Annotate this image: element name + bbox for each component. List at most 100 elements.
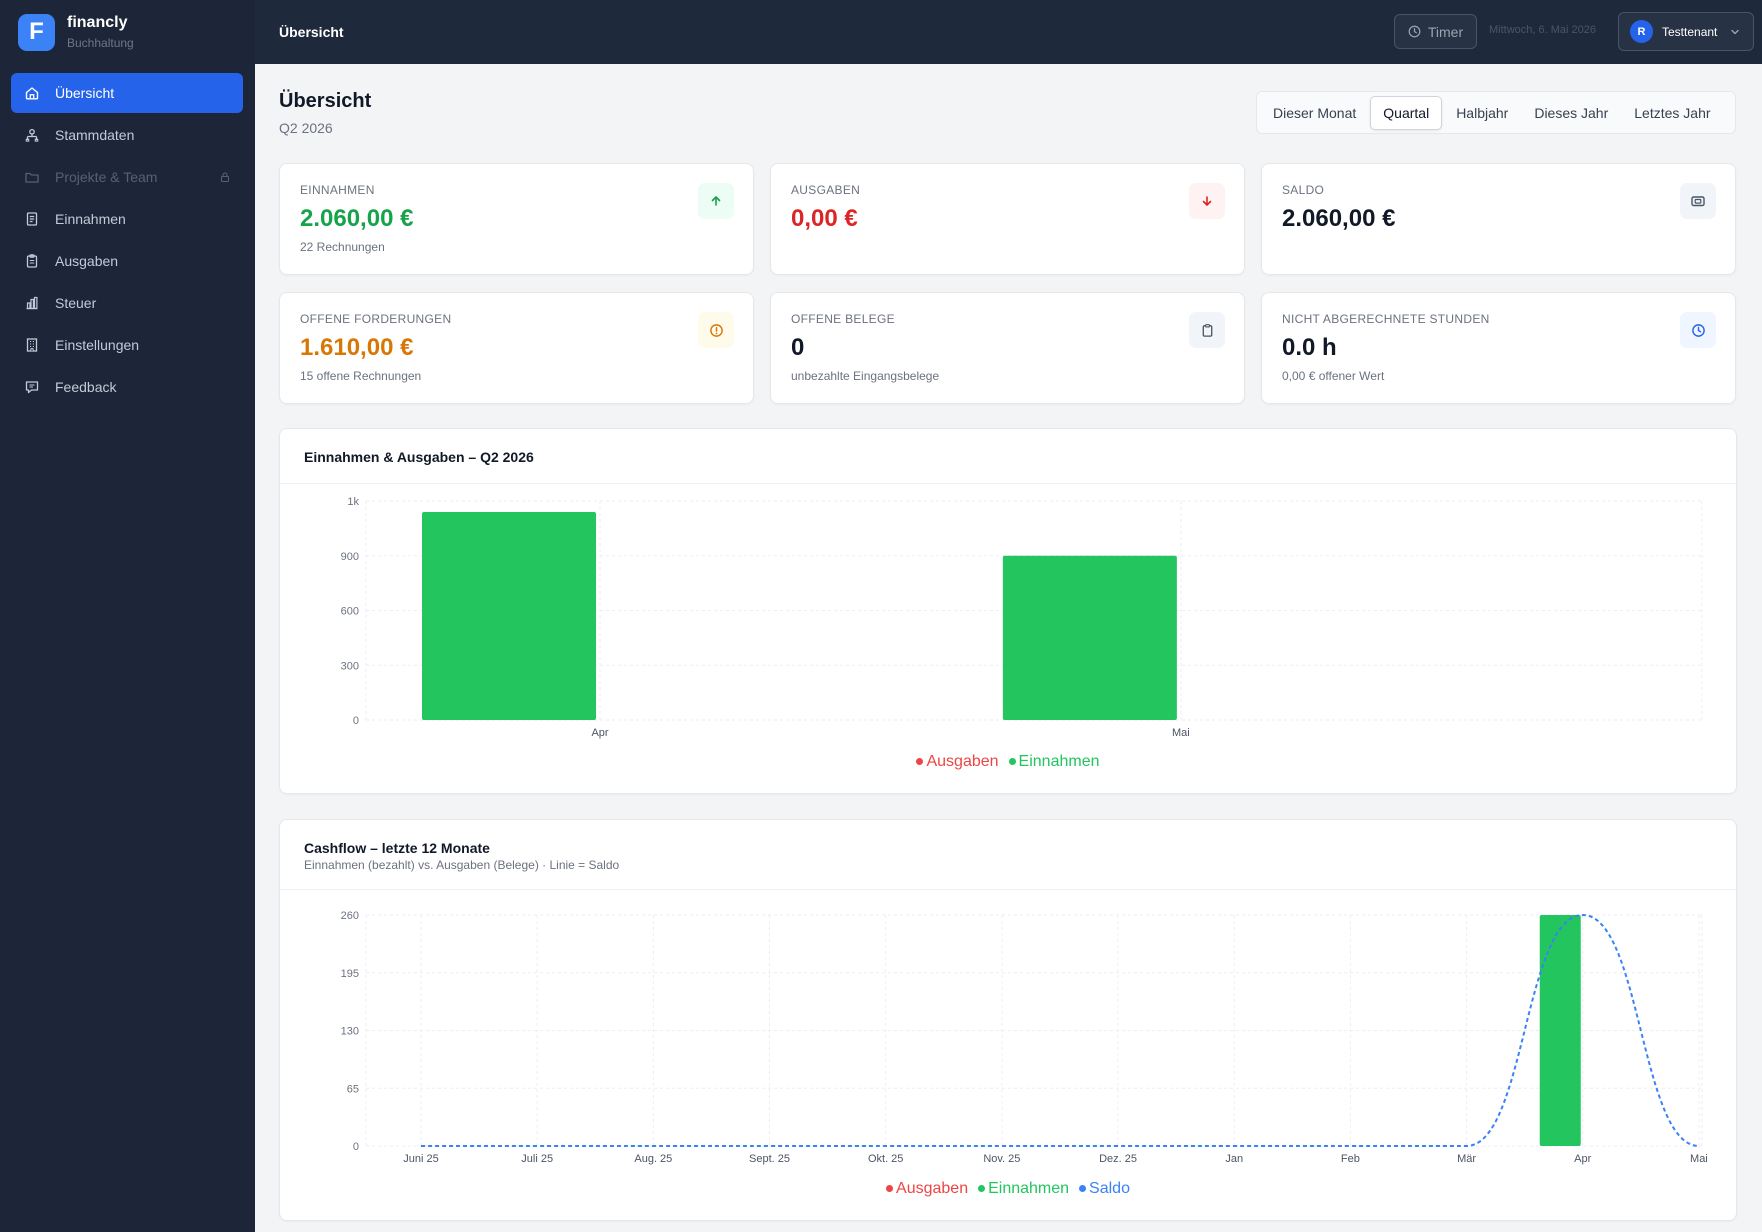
x-tick-label: Apr [1574,1153,1591,1165]
chart-title: Einnahmen & Ausgaben – Q2 2026 [304,449,534,465]
legend-dot-icon [916,758,924,766]
sidebar-item-übersicht[interactable]: Übersicht [11,73,243,113]
x-tick-label: Jan [1225,1153,1243,1165]
line-saldo [421,913,1699,1147]
bar-chart-icon [24,295,40,311]
x-tick-label: Sept. 25 [749,1153,790,1165]
kpi-value: 0 [791,334,805,361]
page-subtitle: Q2 2026 [279,120,333,136]
sidebar-item-label: Stammdaten [55,127,135,143]
period-option-halbjahr[interactable]: Halbjahr [1456,104,1509,121]
y-tick-label: 130 [341,1026,359,1038]
kpi-label: NICHT ABGERECHNETE STUNDEN [1282,312,1490,326]
sidebar-item-einnahmen[interactable]: Einnahmen [11,199,243,239]
brand-subtitle: Buchhaltung [67,36,134,50]
period-option-dieses-jahr[interactable]: Dieses Jahr [1534,104,1609,121]
kpi-label: EINNAHMEN [300,183,375,197]
chart-subtitle: Einnahmen (bezahlt) vs. Ausgaben (Belege… [304,858,620,872]
kpi-value: 2.060,00 € [1282,205,1396,232]
y-tick-label: 65 [347,1083,359,1095]
legend-label: Einnahmen [1018,753,1100,770]
period-option-letztes-jahr[interactable]: Letztes Jahr [1634,104,1711,121]
arrow-down-icon [1189,183,1225,219]
legend-label: Ausgaben [926,753,999,770]
topbar-title: Übersicht [279,24,344,40]
avatar: R [1630,20,1653,43]
clipboard-icon [24,253,40,269]
y-tick-label: 260 [341,910,359,922]
message-icon [24,379,40,395]
period-option-quartal[interactable]: Quartal [1370,95,1443,130]
sidebar-item-label: Übersicht [55,85,115,101]
users-icon [24,127,40,143]
receipt-icon [24,211,40,227]
y-tick-label: 0 [353,1141,359,1153]
x-tick-label: Okt. 25 [868,1153,903,1165]
x-tick-label: Mär [1457,1153,1476,1165]
clock-icon [1408,25,1421,38]
x-tick-label: Apr [591,727,608,739]
chevron-down-icon [1731,29,1740,34]
sidebar-item-projekte-team: Projekte & Team [11,157,243,197]
sidebar-item-label: Einstellungen [55,337,140,353]
topbar: Übersicht Timer Mittwoch, 6. Mai 2026 R … [255,0,1762,64]
legend-item-einnahmen[interactable]: Einnahmen [1008,753,1100,771]
kpi-label: OFFENE BELEGE [791,312,895,326]
timer-label: Timer [1427,23,1464,40]
sidebar-item-label: Feedback [55,379,117,395]
tenant-name: Testtenant [1662,24,1718,39]
brand-text: financly Buchhaltung [67,13,134,51]
chart-card-einnahmen-ausgaben: Einnahmen & Ausgaben – Q2 2026 0 300 600 90… [279,428,1737,794]
bar-einnahmen-apr [1539,915,1581,1146]
legend-label: Einnahmen [988,1180,1070,1197]
current-date: Mittwoch, 6. Mai 2026 [1489,24,1596,36]
y-tick-label: 1k [347,496,359,508]
tenant-switcher[interactable]: R Testtenant [1618,12,1754,51]
main-content: Übersicht Q2 2026 Dieser Monat Quartal Hal… [255,64,1762,1232]
sidebar-item-label: Projekte & Team [55,169,158,185]
kpi-sub: 15 offene Rechnungen [300,369,422,383]
bar-einnahmen-apr [422,511,596,720]
period-selector: Dieser Monat Quartal Halbjahr Dieses Jahr Le… [1256,91,1736,134]
sidebar-nav: Übersicht Stammdaten Projekte & Team Einnah… [11,73,243,409]
timer-button[interactable]: Timer [1394,14,1477,49]
x-tick-label: Juni 25 [403,1153,438,1165]
chart-legend: Ausgaben Einnahmen Saldo [280,1180,1736,1198]
period-option-dieser-monat[interactable]: Dieser Monat [1273,104,1357,121]
legend-item-einnahmen[interactable]: Einnahmen [978,1180,1069,1198]
legend-label: Saldo [1089,1180,1130,1197]
x-tick-label: Feb [1341,1153,1360,1165]
y-tick-label: 900 [341,551,359,563]
sidebar-item-ausgaben[interactable]: Ausgaben [11,241,243,281]
sidebar-item-einstellungen[interactable]: Einstellungen [11,325,243,365]
kpi-sub: unbezahlte Eingangsbelege [791,369,940,383]
x-tick-label: Mai [1172,727,1190,739]
legend-item-ausgaben[interactable]: Ausgaben [886,1180,968,1198]
kpi-label: AUSGABEN [791,183,861,197]
sidebar-item-feedback[interactable]: Feedback [11,367,243,407]
kpi-card-offene-forderungen: OFFENE FORDERUNGEN 1.610,00 € 15 offene … [279,292,754,404]
legend-item-saldo[interactable]: Saldo [1079,1180,1130,1198]
legend-item-ausgaben[interactable]: Ausgaben [916,753,999,771]
brand[interactable]: F financly Buchhaltung [18,13,134,51]
chart-title: Cashflow – letzte 12 Monate [304,840,490,856]
legend-dot-icon [1079,1185,1087,1193]
kpi-sub: 22 Rechnungen [300,240,385,254]
x-tick-label: Nov. 25 [983,1153,1020,1165]
y-tick-label: 195 [341,968,359,980]
divider [280,483,1736,484]
x-tick-label: Dez. 25 [1099,1153,1137,1165]
kpi-card-offene-belege: OFFENE BELEGE 0 unbezahlte Eingangsbeleg… [770,292,1245,404]
alert-circle-icon [698,312,734,348]
legend-dot-icon [886,1185,894,1193]
legend-label: Ausgaben [896,1180,969,1197]
brand-name: financly [67,14,128,31]
chart-legend: Ausgaben Einnahmen [280,753,1736,771]
sidebar-item-stammdaten[interactable]: Stammdaten [11,115,243,155]
chart-card-cashflow: Cashflow – letzte 12 Monate Einnahmen (b… [279,819,1737,1221]
kpi-card-nicht-abgerechnete-stunden: NICHT ABGERECHNETE STUNDEN 0.0 h 0,00 € … [1261,292,1736,404]
kpi-value: 0,00 € [791,205,858,232]
chart-cashflow: 0 65 130 195 260 Juni 25 Juli 25 Aug. 25 Sept. 2… [341,910,1708,1165]
sidebar-item-steuer[interactable]: Steuer [11,283,243,323]
sidebar-item-label: Ausgaben [55,253,119,269]
